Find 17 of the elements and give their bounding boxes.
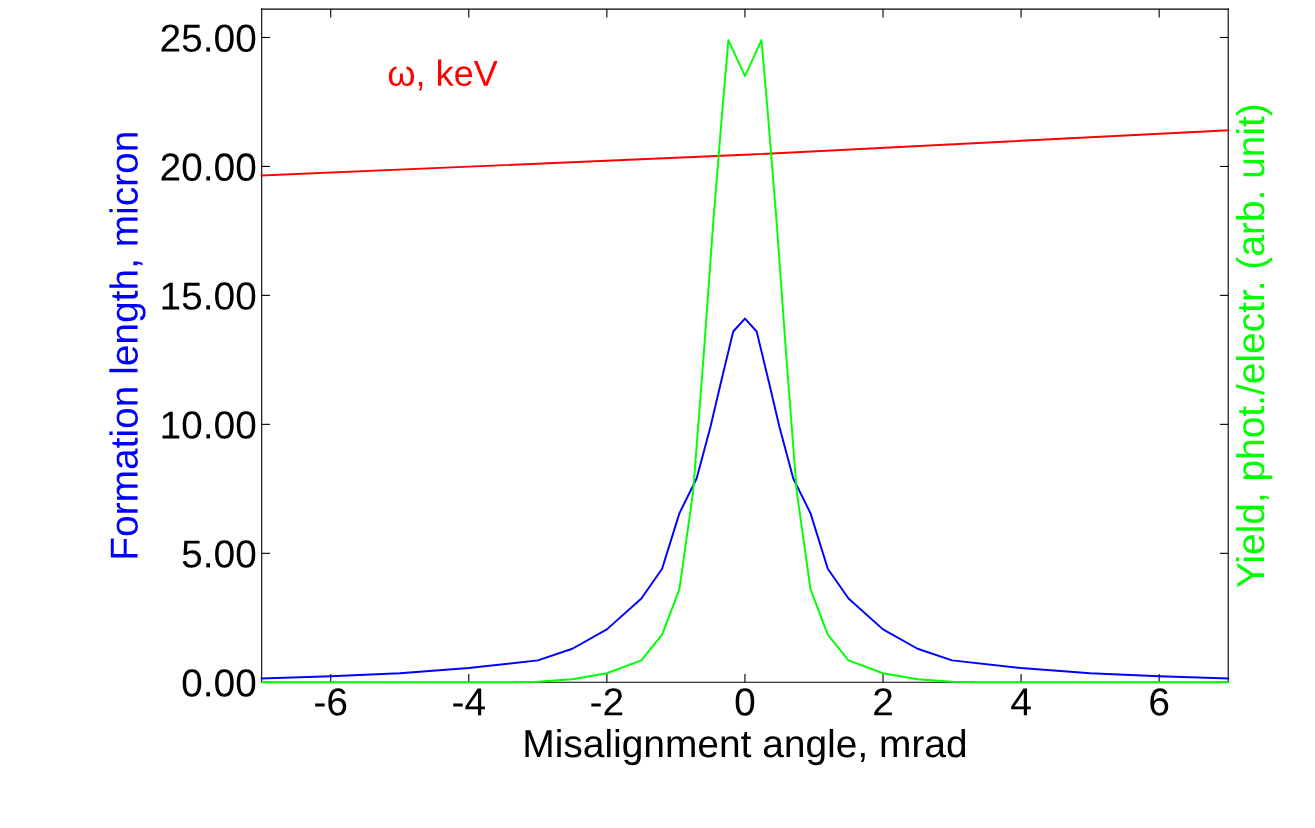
x-axis-title: Misalignment angle, mrad xyxy=(525,728,966,766)
y-tick-label: 5.00 xyxy=(182,540,256,568)
y-tick-label: 15.00 xyxy=(162,282,256,310)
y-tick-label: 20.00 xyxy=(161,153,256,181)
y-tick-label: 10.00 xyxy=(162,411,256,439)
y-tick-label: 0.00 xyxy=(182,669,256,697)
y-tick-label: 25.00 xyxy=(161,24,256,52)
x-tick-label: -6 xyxy=(315,688,347,716)
y2-axis-title: Yield, phot./electr. (arb. unit) xyxy=(1235,105,1273,588)
x-tick-label: 4 xyxy=(1011,688,1031,716)
x-tick-label: 2 xyxy=(874,688,892,716)
y-axis-title: Formation length, micron xyxy=(109,133,146,558)
x-tick-label: 0 xyxy=(735,688,755,716)
x-tick-label: -2 xyxy=(591,688,623,716)
x-tick-label: 6 xyxy=(1150,688,1169,716)
x-tick-label: -4 xyxy=(453,688,485,716)
text: ω, keV xyxy=(388,59,498,91)
